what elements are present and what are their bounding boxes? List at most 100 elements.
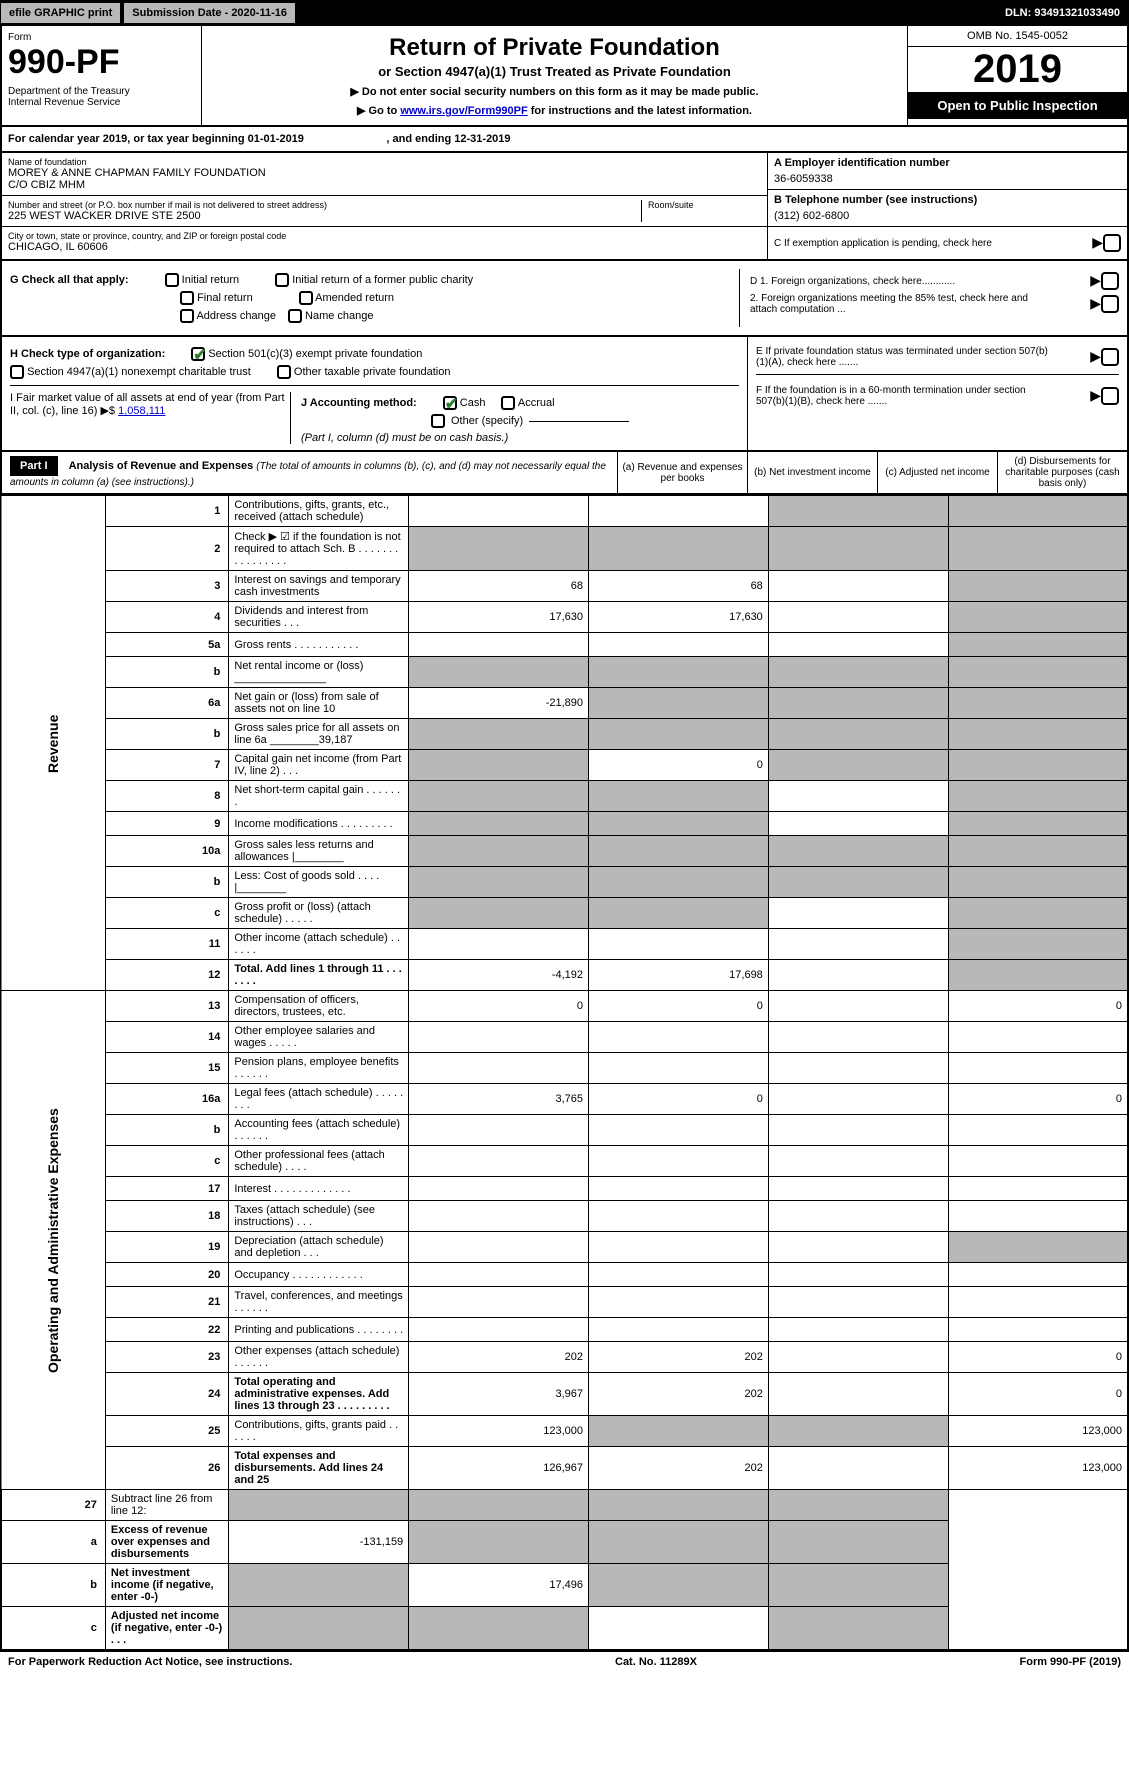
col-b-header: (b) Net investment income [747, 452, 877, 493]
row-number: 12 [105, 960, 228, 991]
omb-number: OMB No. 1545-0052 [908, 26, 1127, 47]
row-number: 22 [105, 1318, 228, 1342]
value-cell [409, 1201, 589, 1232]
shaded-cell [948, 571, 1128, 602]
value-cell [409, 496, 589, 527]
row-desc: Compensation of officers, directors, tru… [229, 991, 409, 1022]
cash-checkbox[interactable] [443, 396, 457, 410]
value-cell: 68 [409, 571, 589, 602]
value-cell [768, 633, 948, 657]
value-cell [409, 1287, 589, 1318]
row-number: a [1, 1521, 105, 1564]
shaded-cell [948, 1232, 1128, 1263]
page-footer: For Paperwork Reduction Act Notice, see … [0, 1651, 1129, 1672]
shaded-cell [768, 657, 948, 688]
shaded-cell [768, 1607, 948, 1651]
address-change-checkbox[interactable] [180, 309, 194, 323]
value-cell [948, 1053, 1128, 1084]
d2-checkbox[interactable] [1101, 295, 1119, 313]
shaded-cell [229, 1490, 409, 1521]
value-cell [768, 1201, 948, 1232]
form-number: 990-PF [8, 43, 195, 82]
value-cell [768, 602, 948, 633]
value-cell: 0 [948, 1084, 1128, 1115]
value-cell: 17,496 [409, 1564, 589, 1607]
row-number: c [1, 1607, 105, 1651]
exemption-pending-row: C If exemption application is pending, c… [768, 230, 1127, 256]
shaded-cell [948, 867, 1128, 898]
value-cell [948, 1115, 1128, 1146]
shaded-cell [948, 633, 1128, 657]
value-cell [768, 1232, 948, 1263]
calendar-year-row: For calendar year 2019, or tax year begi… [0, 127, 1129, 153]
501c3-checkbox[interactable] [191, 347, 205, 361]
row-number: 18 [105, 1201, 228, 1232]
other-method-checkbox[interactable] [431, 414, 445, 428]
shaded-cell [409, 812, 589, 836]
top-bar: efile GRAPHIC print Submission Date - 20… [0, 0, 1129, 26]
row-desc: Less: Cost of goods sold . . . . |______… [229, 867, 409, 898]
shaded-cell [948, 750, 1128, 781]
value-cell: 0 [948, 1373, 1128, 1416]
foundation-name-cell: Name of foundation MOREY & ANNE CHAPMAN … [2, 153, 767, 196]
initial-former-checkbox[interactable] [275, 273, 289, 287]
shaded-cell [948, 657, 1128, 688]
f-checkbox[interactable] [1101, 387, 1119, 405]
row-number: 26 [105, 1447, 228, 1490]
e-checkbox[interactable] [1101, 348, 1119, 366]
value-cell [948, 1201, 1128, 1232]
value-cell: 0 [948, 1342, 1128, 1373]
value-cell [948, 1177, 1128, 1201]
row-number: 8 [105, 781, 228, 812]
value-cell [768, 1342, 948, 1373]
shaded-cell [409, 750, 589, 781]
shaded-cell [948, 836, 1128, 867]
row-desc: Pension plans, employee benefits . . . .… [229, 1053, 409, 1084]
value-cell: 123,000 [948, 1447, 1128, 1490]
form-title-block: Return of Private Foundation or Section … [202, 26, 907, 125]
accrual-checkbox[interactable] [501, 396, 515, 410]
row-desc: Contributions, gifts, grants, etc., rece… [229, 496, 409, 527]
row-desc: Capital gain net income (from Part IV, l… [229, 750, 409, 781]
row-desc: Total expenses and disbursements. Add li… [229, 1447, 409, 1490]
row-desc: Printing and publications . . . . . . . … [229, 1318, 409, 1342]
value-cell: 123,000 [948, 1416, 1128, 1447]
shaded-cell [589, 527, 769, 571]
value-cell: 202 [589, 1447, 769, 1490]
revenue-expense-table: Revenue1Contributions, gifts, grants, et… [0, 495, 1129, 1651]
d1-checkbox[interactable] [1101, 272, 1119, 290]
row-number: 5a [105, 633, 228, 657]
submission-date: Submission Date - 2020-11-16 [124, 3, 295, 23]
value-cell [948, 1318, 1128, 1342]
hij-section: H Check type of organization: Section 50… [0, 337, 1129, 452]
form-subtitle: or Section 4947(a)(1) Trust Treated as P… [210, 64, 899, 79]
form-note-1: ▶ Do not enter social security numbers o… [210, 85, 899, 98]
value-cell: 123,000 [409, 1416, 589, 1447]
other-taxable-checkbox[interactable] [277, 365, 291, 379]
value-cell [589, 1287, 769, 1318]
value-cell [409, 1177, 589, 1201]
value-cell [589, 1318, 769, 1342]
shaded-cell [409, 657, 589, 688]
city-state-zip: CHICAGO, IL 60606 [8, 241, 761, 253]
row-number: 17 [105, 1177, 228, 1201]
initial-return-checkbox[interactable] [165, 273, 179, 287]
exemption-checkbox[interactable] [1103, 234, 1121, 252]
value-cell: 202 [409, 1342, 589, 1373]
foundation-name: MOREY & ANNE CHAPMAN FAMILY FOUNDATION C… [8, 167, 761, 191]
final-return-checkbox[interactable] [180, 291, 194, 305]
irs-link[interactable]: www.irs.gov/Form990PF [400, 105, 527, 117]
shaded-cell [768, 1564, 948, 1607]
value-cell [948, 1263, 1128, 1287]
shaded-cell [229, 1607, 409, 1651]
g-label: G Check all that apply: [10, 274, 129, 286]
4947-checkbox[interactable] [10, 365, 24, 379]
value-cell: 17,630 [589, 602, 769, 633]
amended-return-checkbox[interactable] [299, 291, 313, 305]
row-desc: Dividends and interest from securities .… [229, 602, 409, 633]
col-a-header: (a) Revenue and expenses per books [617, 452, 747, 493]
name-change-checkbox[interactable] [288, 309, 302, 323]
address-cell: Number and street (or P.O. box number if… [2, 196, 767, 227]
value-cell [589, 1146, 769, 1177]
efile-label[interactable]: efile GRAPHIC print [1, 3, 120, 23]
